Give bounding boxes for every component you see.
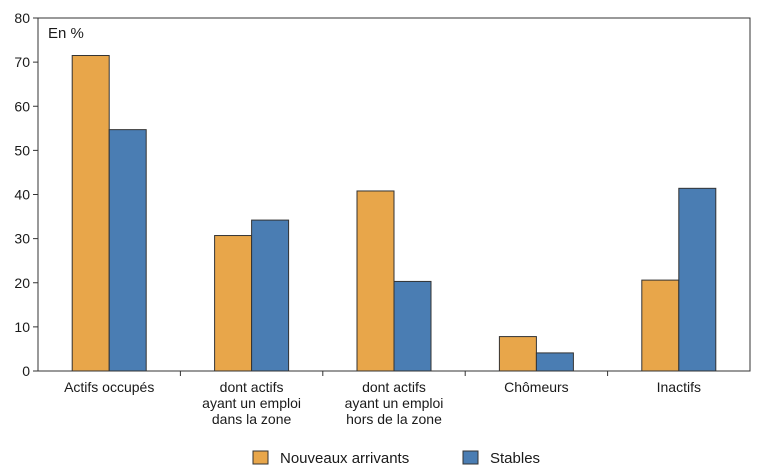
y-tick-label: 80 (14, 10, 30, 26)
category-label: ayant un emploi (345, 395, 444, 411)
category-label: dans la zone (212, 411, 292, 427)
y-tick-label: 0 (22, 363, 30, 379)
y-tick-label: 70 (14, 54, 30, 70)
bar (356, 190, 395, 372)
category-label: hors de la zone (346, 411, 442, 427)
bar (251, 219, 290, 372)
legend-label: Nouveaux arrivants (280, 450, 409, 467)
y-tick-label: 30 (14, 231, 30, 247)
category-label: Inactifs (657, 379, 701, 395)
unit-label: En % (48, 25, 84, 42)
y-tick-label: 10 (14, 319, 30, 335)
legend: Nouveaux arrivants Stables (252, 450, 540, 467)
category-label: Actifs occupés (64, 379, 154, 395)
x-axis (179, 371, 609, 376)
legend-swatch (462, 450, 479, 465)
y-tick-label: 60 (14, 98, 30, 114)
category-label: Chômeurs (504, 379, 569, 395)
bar (678, 187, 717, 372)
bar (393, 280, 432, 372)
legend-label: Stables (490, 450, 540, 467)
y-tick-label: 50 (14, 142, 30, 158)
y-tick-label: 20 (14, 275, 30, 291)
bar (641, 279, 680, 372)
category-label: dont actifs (362, 379, 426, 395)
bar (498, 336, 537, 372)
bar (71, 55, 110, 372)
bar (535, 352, 574, 372)
y-tick-label: 40 (14, 187, 30, 203)
bar (214, 235, 253, 372)
y-axis: 0 10 20 30 40 50 60 70 80 (14, 10, 38, 379)
category-label: dont actifs (220, 379, 284, 395)
bars (71, 55, 717, 372)
category-label: ayant un emploi (202, 395, 301, 411)
bar (108, 129, 147, 372)
legend-swatch (252, 450, 269, 465)
